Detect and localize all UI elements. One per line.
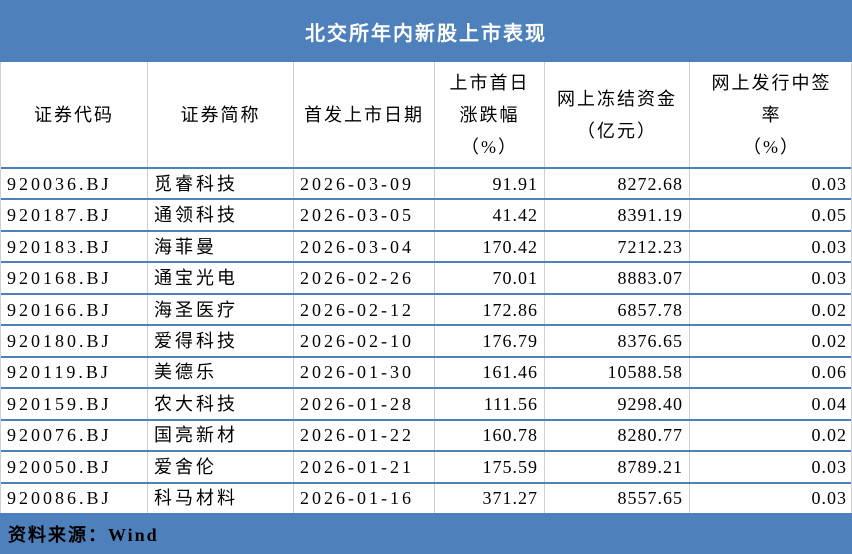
cell-first-day-change: 161.46 — [434, 357, 544, 388]
table-row: 920166.BJ 海圣医疗 2026-02-12 172.86 6857.78… — [1, 292, 852, 325]
cell-security-name: 海圣医疗 — [147, 294, 293, 325]
header-line: 涨跌幅 — [459, 104, 520, 125]
cell-frozen-funds: 8391.19 — [544, 200, 689, 230]
cell-security-name: 通宝光电 — [147, 263, 293, 293]
cell-security-code: 920183.BJ — [7, 236, 112, 257]
figure-title: 北交所年内新股上市表现 — [0, 0, 852, 62]
cell-security-name: 爱得科技 — [147, 326, 293, 356]
cell-security-code: 920119.BJ — [7, 362, 111, 383]
header-line: （%） — [743, 136, 800, 157]
header-line: 首发上市日期 — [304, 104, 424, 125]
cell-lottery-rate: 0.03 — [689, 263, 852, 293]
cell-frozen-funds: 10588.58 — [544, 357, 689, 388]
column-header-code: 证券代码 — [1, 62, 147, 167]
table-header-row: 证券代码 证券简称 首发上市日期 上市首日 涨跌幅 （%） 网上冻结资金 （亿元… — [0, 62, 852, 167]
cell-listing-date: 2026-01-22 — [293, 420, 434, 451]
cell-security-name: 农大科技 — [147, 389, 293, 419]
cell-security-name: 爱舍伦 — [147, 452, 293, 482]
cell-lottery-rate: 0.02 — [689, 326, 852, 356]
header-line: 网上冻结资金 — [557, 88, 677, 109]
table-row: 920119.BJ 美德乐 2026-01-30 161.46 10588.58… — [1, 355, 852, 388]
table-body: 920036.BJ 觅睿科技 2026-03-09 91.91 8272.68 … — [0, 167, 852, 513]
table-row: 920036.BJ 觅睿科技 2026-03-09 91.91 8272.68 … — [1, 167, 852, 199]
cell-frozen-funds: 8557.65 — [544, 483, 689, 513]
header-line: （亿元） — [577, 120, 657, 141]
cell-first-day-change: 170.42 — [434, 231, 544, 262]
cell-listing-date: 2026-01-30 — [293, 357, 434, 388]
cell-security-code: 920168.BJ — [7, 268, 112, 289]
cell-frozen-funds: 8376.65 — [544, 326, 689, 356]
table-row: 920159.BJ 农大科技 2026-01-28 111.56 9298.40… — [1, 387, 852, 419]
cell-first-day-change: 172.86 — [434, 294, 544, 325]
cell-lottery-rate: 0.03 — [689, 231, 852, 262]
cell-listing-date: 2026-01-21 — [293, 452, 434, 482]
cell-security-name: 国亮新材 — [147, 420, 293, 451]
cell-security-code: 920187.BJ — [7, 205, 112, 226]
header-line: 率 — [761, 104, 782, 125]
cell-frozen-funds: 8272.68 — [544, 169, 689, 199]
column-header-name: 证券简称 — [147, 62, 293, 167]
cell-first-day-change: 91.91 — [434, 169, 544, 199]
cell-first-day-change: 70.01 — [434, 263, 544, 293]
cell-first-day-change: 371.27 — [434, 483, 544, 513]
cell-frozen-funds: 8789.21 — [544, 452, 689, 482]
cell-frozen-funds: 8883.07 — [544, 263, 689, 293]
cell-security-name: 觅睿科技 — [147, 169, 293, 199]
source-note: 资料来源：Wind — [0, 513, 852, 554]
cell-security-name: 美德乐 — [147, 357, 293, 388]
cell-lottery-rate: 0.06 — [689, 357, 852, 388]
table-row: 920168.BJ 通宝光电 2026-02-26 70.01 8883.07 … — [1, 261, 852, 293]
cell-security-code: 920050.BJ — [7, 456, 112, 477]
cell-listing-date: 2026-01-28 — [293, 389, 434, 419]
table-row: 920076.BJ 国亮新材 2026-01-22 160.78 8280.77… — [1, 418, 852, 451]
cell-frozen-funds: 6857.78 — [544, 294, 689, 325]
cell-listing-date: 2026-01-16 — [293, 483, 434, 513]
header-line: 证券简称 — [180, 104, 261, 125]
table-row: 920183.BJ 海菲曼 2026-03-04 170.42 7212.23 … — [1, 229, 852, 262]
header-line: 证券代码 — [34, 104, 114, 125]
cell-first-day-change: 111.56 — [434, 389, 544, 419]
cell-security-name: 通领科技 — [147, 200, 293, 230]
cell-security-code: 920086.BJ — [7, 488, 112, 509]
column-header-lottery-rate: 网上发行中签 率 （%） — [689, 62, 852, 167]
cell-security-code: 920166.BJ — [7, 299, 112, 320]
cell-security-code: 920180.BJ — [7, 330, 112, 351]
cell-lottery-rate: 0.03 — [689, 452, 852, 482]
cell-listing-date: 2026-02-26 — [293, 263, 434, 293]
cell-lottery-rate: 0.02 — [689, 420, 852, 451]
cell-listing-date: 2026-03-09 — [293, 169, 434, 199]
cell-lottery-rate: 0.03 — [689, 169, 852, 199]
column-header-listing-date: 首发上市日期 — [293, 62, 434, 167]
header-line: （%） — [461, 136, 518, 157]
cell-first-day-change: 176.79 — [434, 326, 544, 356]
header-line: 上市首日 — [449, 72, 530, 93]
cell-lottery-rate: 0.03 — [689, 483, 852, 513]
cell-security-code: 920076.BJ — [7, 425, 112, 446]
cell-security-name: 科马材料 — [147, 483, 293, 513]
cell-security-code: 920036.BJ — [7, 173, 112, 194]
cell-lottery-rate: 0.05 — [689, 200, 852, 230]
cell-listing-date: 2026-03-04 — [293, 231, 434, 262]
table-row: 920180.BJ 爱得科技 2026-02-10 176.79 8376.65… — [1, 324, 852, 356]
table-row: 920187.BJ 通领科技 2026-03-05 41.42 8391.19 … — [1, 198, 852, 230]
table-row: 920050.BJ 爱舍伦 2026-01-21 175.59 8789.21 … — [1, 450, 852, 482]
cell-first-day-change: 41.42 — [434, 200, 544, 230]
column-header-frozen-funds: 网上冻结资金 （亿元） — [544, 62, 689, 167]
column-header-first-day-change: 上市首日 涨跌幅 （%） — [434, 62, 544, 167]
cell-first-day-change: 175.59 — [434, 452, 544, 482]
cell-first-day-change: 160.78 — [434, 420, 544, 451]
cell-listing-date: 2026-03-05 — [293, 200, 434, 230]
cell-security-code: 920159.BJ — [7, 393, 112, 414]
cell-listing-date: 2026-02-10 — [293, 326, 434, 356]
cell-frozen-funds: 9298.40 — [544, 389, 689, 419]
cell-lottery-rate: 0.04 — [689, 389, 852, 419]
cell-security-name: 海菲曼 — [147, 231, 293, 262]
cell-lottery-rate: 0.02 — [689, 294, 852, 325]
cell-frozen-funds: 7212.23 — [544, 231, 689, 262]
cell-frozen-funds: 8280.77 — [544, 420, 689, 451]
table-row: 920086.BJ 科马材料 2026-01-16 371.27 8557.65… — [1, 481, 852, 513]
header-line: 网上发行中签 — [711, 72, 832, 93]
cell-listing-date: 2026-02-12 — [293, 294, 434, 325]
